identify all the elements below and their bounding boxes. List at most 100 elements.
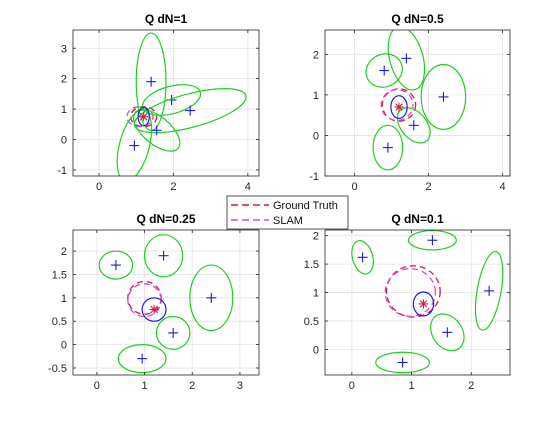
y-tick-label: 0: [61, 135, 67, 147]
y-tick-label: 2: [313, 231, 319, 243]
y-tick-label: -1: [309, 171, 319, 183]
slam-path: [380, 88, 414, 122]
x-tick-label: 2: [426, 181, 432, 193]
y-tick-label: 1: [313, 288, 319, 300]
y-tick-label: 1: [61, 293, 67, 305]
x-tick-label: 4: [500, 181, 506, 193]
y-tick-label: 0: [313, 344, 319, 356]
subplot-title: Q dN=1: [145, 12, 188, 26]
axes-box: [324, 29, 511, 177]
subplot-4: 0 1 2 0 0.5 1 1.5 2 Q dN=0.1: [304, 212, 511, 392]
y-tick-label: 1: [61, 104, 67, 116]
landmark-ellipse: [189, 264, 234, 332]
landmark-ellipse: [155, 315, 191, 350]
y-tick-label: 3: [61, 43, 67, 55]
landmark-ellipse: [430, 313, 465, 352]
landmark-marker: [151, 125, 162, 136]
landmark-ellipse: [372, 124, 404, 171]
robot-marker: [149, 305, 159, 315]
ground-truth-path: [385, 265, 441, 318]
x-tick-label: 0: [96, 181, 102, 193]
landmark-marker: [397, 357, 408, 368]
x-tick-label: 3: [237, 380, 243, 392]
landmark-marker: [206, 292, 217, 303]
subplot-title: Q dN=0.25: [136, 212, 195, 226]
plot-area: [325, 230, 510, 375]
landmark-ellipse: [117, 343, 167, 374]
landmark-ellipse: [116, 109, 153, 176]
y-tick-label: -0.5: [48, 363, 67, 375]
subplot-1: 0 2 4 -1 0 1 2 3 Q dN=1: [57, 12, 260, 193]
grid: [325, 30, 510, 177]
landmark-marker: [484, 285, 495, 296]
landmark-ellipse: [407, 230, 457, 251]
landmark-ellipse: [98, 250, 134, 280]
landmark-marker: [408, 120, 419, 131]
y-tick-label: 0.5: [52, 316, 67, 328]
x-tick-label: 1: [141, 380, 147, 392]
landmark-marker: [158, 250, 169, 261]
landmark-marker: [438, 91, 449, 102]
robot-marker: [139, 112, 149, 122]
landmark-ellipse: [474, 250, 504, 331]
landmark-ellipse: [365, 53, 403, 88]
landmark-marker: [382, 142, 393, 153]
landmark-marker: [146, 76, 157, 87]
y-tick-label: 0: [313, 130, 319, 142]
landmark-ellipse: [396, 107, 431, 144]
slam-path: [384, 268, 437, 318]
landmark-marker: [357, 252, 368, 263]
landmark-marker: [442, 327, 453, 338]
legend-box: [226, 195, 349, 230]
landmark-marker: [379, 65, 390, 76]
y-tick-label: 1.5: [52, 269, 67, 281]
subplot-3: 0 1 2 3 -0.5 0 0.5 1 1.5 2 Q dN=0.25: [48, 212, 260, 392]
robot-marker: [418, 299, 428, 309]
plot-area: [325, 30, 510, 176]
grid: [73, 30, 259, 176]
robot-ellipse: [141, 297, 167, 322]
x-tick-label: 1: [408, 380, 414, 392]
y-tick-label: 0: [61, 340, 67, 352]
y-tick-label: 1.5: [304, 259, 319, 271]
x-tick-label: 2: [170, 181, 176, 193]
y-tick-label: 1: [313, 90, 319, 102]
landmark-ellipse: [387, 30, 426, 91]
y-tick-label: 2: [61, 246, 67, 258]
legend-ground-truth-label: Ground Truth: [273, 200, 338, 212]
landmark-ellipse: [420, 63, 467, 130]
subplot-title: Q dN=0.5: [391, 12, 444, 26]
x-tick-label: 2: [189, 380, 195, 392]
landmark-ellipse: [143, 234, 184, 278]
slam-path: [126, 106, 154, 128]
landmark-marker: [185, 105, 196, 116]
landmark-marker: [427, 235, 438, 246]
x-tick-label: 2: [468, 380, 474, 392]
axes-box: [72, 29, 260, 177]
y-tick-label: 0.5: [304, 316, 319, 328]
robot-ellipse: [390, 95, 408, 120]
plot-content: [351, 230, 504, 374]
plot-content: [98, 234, 234, 374]
axes-box: [324, 229, 511, 376]
plot-area: [73, 30, 259, 176]
plot-content: [365, 30, 467, 171]
plot-area: [73, 230, 259, 375]
robot-marker: [394, 102, 404, 112]
landmark-marker: [110, 260, 121, 271]
robot-ellipse: [412, 291, 435, 317]
plot-content: [116, 32, 247, 176]
legend: Ground Truth SLAM: [226, 195, 349, 230]
landmark-ellipse: [133, 88, 247, 134]
landmark-marker: [137, 353, 148, 364]
x-tick-label: 0: [349, 380, 355, 392]
subplot-title: Q dN=0.1: [391, 212, 444, 226]
landmark-ellipse: [351, 240, 374, 275]
axes-box: [72, 229, 260, 376]
robot-ellipse: [137, 106, 150, 127]
y-tick-label: 2: [313, 49, 319, 61]
landmark-marker: [401, 53, 412, 64]
x-tick-label: 0: [352, 181, 358, 193]
subplot-2: 0 2 4 -1 0 1 2 Q dN=0.5: [309, 12, 511, 193]
